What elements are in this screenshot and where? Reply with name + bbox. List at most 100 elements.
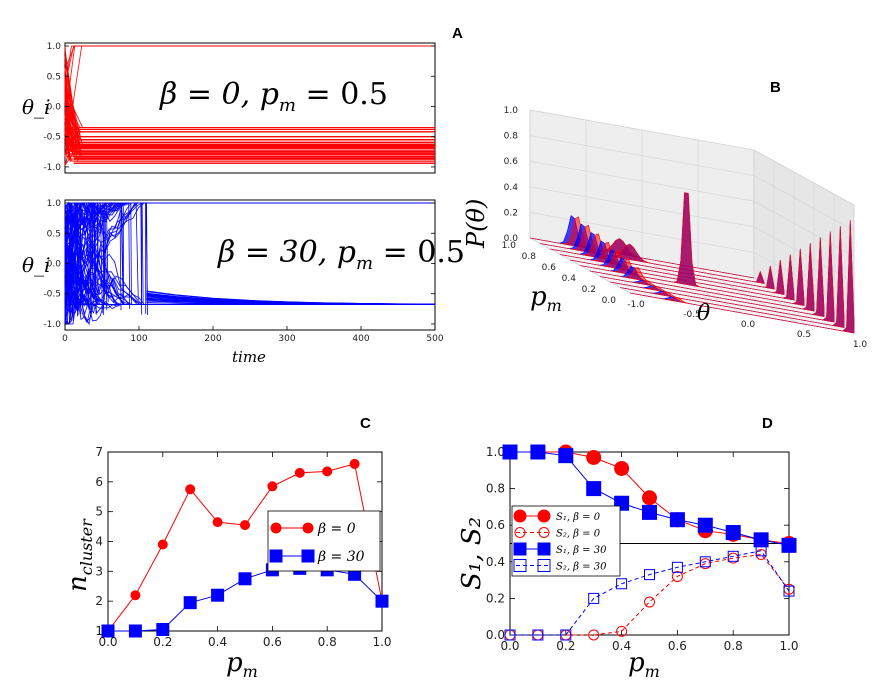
data-point	[211, 588, 225, 602]
xtick-label: 0.4	[208, 635, 227, 649]
ytick-label: 1.0	[47, 42, 62, 52]
distribution-slice	[589, 243, 815, 312]
panel-a-bottom-xlabel: time	[232, 348, 266, 366]
trajectory-line	[121, 203, 124, 302]
panel-a-bottom-xticks: 0 100 200 300 400 500	[62, 326, 444, 344]
ytick-label: 3	[95, 564, 103, 578]
xtick-label: 1.0	[372, 635, 391, 649]
trajectory-line	[130, 203, 132, 305]
data-point	[642, 504, 657, 520]
trajectory-line	[141, 203, 144, 304]
trajectory-line	[105, 203, 109, 303]
panel-d-xlabel: pm	[628, 648, 660, 681]
trajectory-line	[145, 203, 148, 315]
legend-label: S₁, β = 30	[556, 545, 607, 556]
ytick-label: 0.6	[542, 263, 557, 273]
legend-marker	[514, 527, 526, 538]
data-point	[783, 585, 795, 597]
trajectory-line	[119, 203, 122, 311]
series-line	[510, 550, 790, 636]
legend-marker	[513, 559, 527, 572]
legend-marker	[302, 522, 314, 534]
data-point	[755, 545, 767, 557]
trajectory-line	[102, 203, 106, 301]
panel-label-d: D	[762, 415, 773, 432]
data-point	[699, 556, 711, 568]
xlabel-sub: m	[645, 662, 660, 681]
legend-box	[267, 510, 381, 572]
ytick-label: 5	[95, 505, 103, 519]
data-point	[614, 460, 630, 476]
trajectory-line	[64, 210, 435, 306]
data-point	[697, 517, 713, 533]
panel-label-b: B	[770, 79, 781, 96]
data-point	[644, 569, 655, 581]
data-point	[267, 481, 278, 492]
ytick-label: 0.6	[486, 518, 505, 532]
xtick-label: 400	[352, 334, 369, 344]
panel-a-top-trajectories	[64, 45, 435, 166]
panel-d-ylabel: S₁, S₂	[457, 517, 487, 590]
ytick-label: 0.5	[47, 72, 61, 82]
trajectory-line	[146, 294, 436, 305]
panel-a-top-ylabel: θ_i	[22, 95, 50, 119]
data-point	[349, 458, 360, 469]
panel-a-bottom-yticks: 1.0 0.5 0.0 -0.5 -1.0	[43, 199, 435, 330]
distribution-slice	[539, 224, 765, 284]
data-point	[294, 467, 305, 478]
data-point	[128, 624, 142, 638]
trajectory-line	[76, 203, 79, 315]
trajectory-line	[94, 203, 97, 315]
data-point	[642, 490, 657, 506]
legend-marker	[301, 549, 315, 563]
data-point	[616, 578, 628, 590]
legend-marker	[513, 509, 527, 523]
panel-a-bottom-annotation: β = 30, pm = 0.5	[217, 235, 465, 274]
trajectory-line	[89, 203, 92, 309]
data-point	[588, 592, 600, 604]
data-point	[240, 520, 250, 531]
trajectory-line	[64, 70, 435, 147]
legend-label: S₂, β = 0	[556, 529, 601, 540]
ytick-label: 0.0	[47, 102, 62, 112]
legend-marker	[269, 549, 283, 563]
trajectory-line	[64, 125, 435, 151]
data-point	[183, 596, 197, 610]
legend-label: β = 30	[317, 549, 365, 565]
trajectory-line	[64, 296, 435, 326]
data-point	[238, 572, 252, 586]
data-point	[157, 539, 168, 550]
data-point	[375, 594, 389, 608]
trajectory-line	[64, 251, 435, 306]
legend-marker	[537, 509, 551, 523]
distribution-slice	[619, 225, 845, 328]
data-point	[558, 448, 574, 464]
xtick-label: 1.0	[853, 340, 868, 350]
xtick-label: 0.6	[263, 635, 282, 649]
data-point	[781, 537, 797, 553]
data-point	[322, 466, 333, 477]
trajectory-line	[64, 93, 435, 153]
xtick-label: 0.0	[741, 320, 756, 330]
xlabel-main: p	[226, 648, 243, 678]
xtick-label: 0	[62, 334, 68, 344]
distribution-slice	[549, 233, 775, 290]
data-point	[586, 481, 602, 497]
data-point	[185, 484, 196, 495]
distribution-slice	[599, 237, 825, 317]
distribution-slice	[579, 192, 805, 306]
xtick-label: 0.6	[668, 639, 687, 653]
data-point	[532, 629, 544, 641]
panel-b-zlabel: P(θ)	[462, 199, 490, 249]
ylabel-main: n	[63, 575, 93, 592]
ytick-label: 1.0	[47, 199, 62, 209]
data-point	[669, 512, 685, 528]
panel-b-3d-plot: 1.00.80.60.40.20.0-1.0-0.50.00.51.01.00.…	[462, 106, 867, 350]
ytick-label: 0.5	[47, 229, 61, 239]
trajectory-line	[135, 203, 139, 300]
xtick-label: -0.5	[683, 310, 701, 320]
ytick-label: 4	[95, 535, 103, 549]
xtick-label: 300	[278, 334, 295, 344]
xtick-label: 100	[130, 334, 147, 344]
